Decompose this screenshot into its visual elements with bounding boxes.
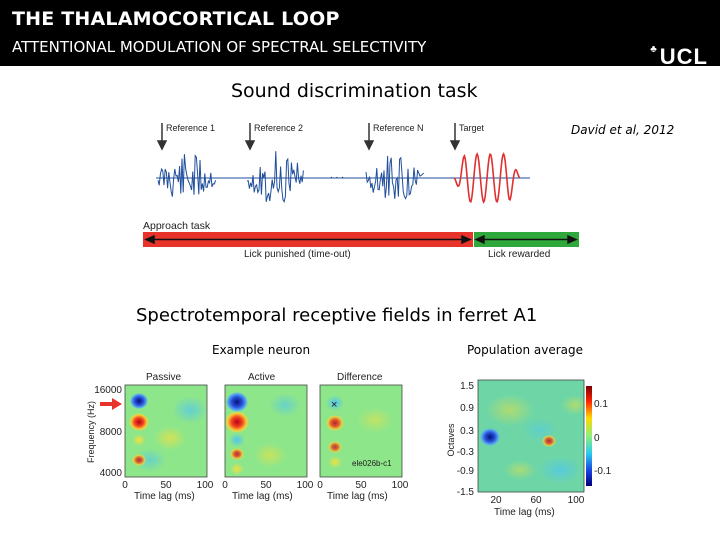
punished-label: Lick punished (time-out) [244, 249, 351, 260]
svg-text:-0.3: -0.3 [457, 447, 475, 458]
svg-text:0: 0 [122, 480, 128, 491]
frequency-axis-label: Frequency (Hz) [86, 401, 96, 463]
onset-arrows [156, 123, 461, 151]
ucl-logo: ♣UCL [650, 44, 708, 70]
freq-tick-16000: 16000 [94, 385, 122, 396]
lag-ticks-difference: 0 50 100 Time lag (ms) [317, 480, 409, 502]
svg-text:100: 100 [197, 480, 214, 491]
panel-title-passive: Passive [146, 372, 181, 383]
reference-n-label: Reference N [373, 123, 424, 133]
svg-text:1.5: 1.5 [460, 381, 474, 392]
reference-n-waveform [365, 155, 424, 200]
logo-text: UCL [659, 44, 708, 69]
strf-heading: Spectrotemporal receptive fields in ferr… [136, 305, 538, 326]
svg-text:0: 0 [317, 480, 323, 491]
octave-axis-label: Octaves [446, 423, 456, 457]
lag-ticks-active: 0 50 100 Time lag (ms) [222, 480, 314, 502]
lag-axis-label-active: Time lag (ms) [232, 491, 293, 502]
task-heading: Sound discrimination task [231, 80, 478, 102]
svg-text:0.1: 0.1 [594, 399, 608, 410]
best-frequency-arrow [100, 398, 122, 410]
svg-text:60: 60 [530, 495, 542, 506]
svg-text:20: 20 [490, 495, 502, 506]
ellipsis: . . . [330, 170, 344, 181]
population-average-figure: Octaves 1.5 0.9 0.3 -0.3 -0.9 -1.5 20 60… [446, 379, 612, 518]
cross-marker-icon: × [331, 399, 337, 411]
bar-arrows [144, 234, 578, 245]
svg-text:50: 50 [260, 480, 272, 491]
slide-title: THE THALAMOCORTICAL LOOP [12, 8, 340, 30]
slide-subtitle: ATTENTIONAL MODULATION OF SPECTRAL SELEC… [12, 38, 427, 56]
svg-text:100: 100 [392, 480, 409, 491]
example-neuron-figure: Frequency (Hz) 16000 8000 4000 Passive A… [86, 372, 409, 502]
svg-text:100: 100 [568, 495, 585, 506]
strf-panel-difference: × ele026b-c1 [319, 384, 403, 478]
citation: David et al, 2012 [571, 123, 675, 137]
reference-2-label: Reference 2 [254, 123, 303, 133]
task-diagram: Reference 1 Reference 2 Reference N Targ… [143, 123, 579, 260]
panel-title-difference: Difference [337, 372, 383, 383]
svg-text:0: 0 [594, 433, 600, 444]
population-average-label: Population average [467, 343, 583, 357]
strf-panel-active [224, 384, 308, 478]
target-label: Target [459, 123, 485, 133]
reference-1-label: Reference 1 [166, 123, 215, 133]
svg-text:-1.5: -1.5 [457, 487, 475, 498]
example-neuron-label: Example neuron [212, 343, 311, 357]
population-heatmap [477, 379, 589, 493]
svg-text:100: 100 [297, 480, 314, 491]
freq-tick-4000: 4000 [100, 468, 123, 479]
svg-text:50: 50 [355, 480, 367, 491]
strf-panel-passive [124, 384, 208, 478]
svg-text:-0.1: -0.1 [594, 466, 612, 477]
lag-ticks-passive: 0 50 100 Time lag (ms) [122, 480, 214, 502]
panel-title-active: Active [248, 372, 276, 383]
svg-text:-0.9: -0.9 [457, 466, 475, 477]
approach-task-label: Approach task [143, 220, 211, 232]
cell-id-label: ele026b-c1 [352, 459, 392, 468]
lag-axis-label-difference: Time lag (ms) [327, 491, 388, 502]
freq-tick-8000: 8000 [100, 427, 123, 438]
svg-text:50: 50 [160, 480, 172, 491]
crest-icon: ♣ [650, 44, 658, 55]
header-bar: THE THALAMOCORTICAL LOOP ATTENTIONAL MOD… [0, 0, 720, 69]
target-waveform [453, 152, 521, 204]
svg-text:0.9: 0.9 [460, 403, 474, 414]
rewarded-label: Lick rewarded [488, 249, 550, 260]
svg-text:0.3: 0.3 [460, 426, 474, 437]
colorbar [586, 386, 592, 486]
population-lag-axis-label: Time lag (ms) [494, 507, 555, 518]
svg-text:0: 0 [222, 480, 228, 491]
reference-1-waveform [157, 154, 217, 197]
lag-axis-label-passive: Time lag (ms) [134, 491, 195, 502]
reference-2-waveform [246, 151, 304, 204]
